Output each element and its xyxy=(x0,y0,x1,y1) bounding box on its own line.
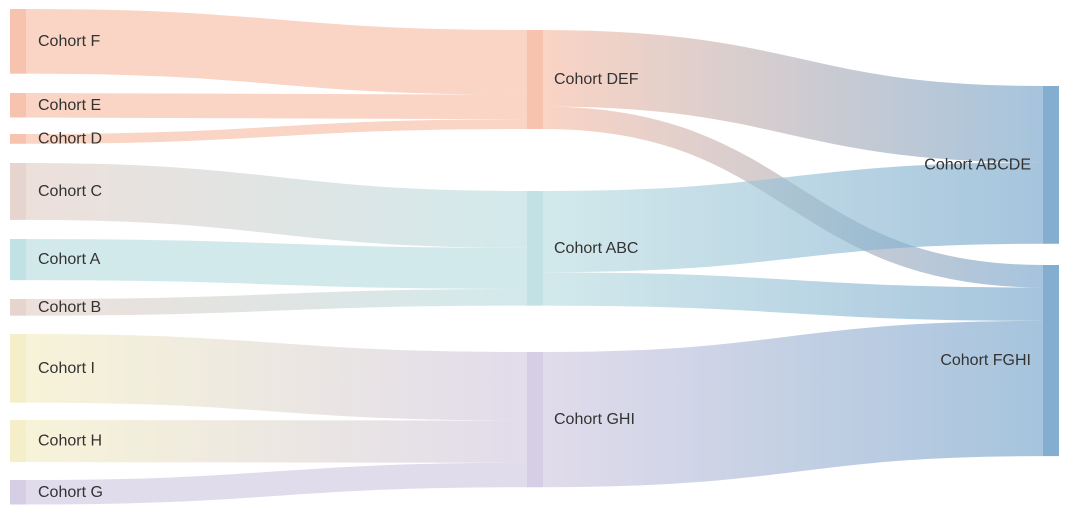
node-label-b: Cohort B xyxy=(38,299,101,316)
node-b[interactable] xyxy=(10,299,26,316)
link-def-to-abcde[interactable] xyxy=(542,30,1044,163)
node-abc[interactable] xyxy=(527,191,543,306)
node-fghi[interactable] xyxy=(1043,265,1059,457)
node-h[interactable] xyxy=(10,420,26,463)
node-label-d: Cohort D xyxy=(38,130,102,147)
link-ghi-to-fghi[interactable] xyxy=(542,320,1044,488)
node-label-c: Cohort C xyxy=(38,183,102,200)
link-d-to-def[interactable] xyxy=(25,119,528,144)
node-label-i: Cohort I xyxy=(38,360,95,377)
node-a[interactable] xyxy=(10,239,26,281)
node-label-abcde: Cohort ABCDE xyxy=(924,156,1031,173)
labels-layer: Cohort F Cohort E Cohort D Cohort C Cohort A… xyxy=(38,33,1031,501)
node-label-abc: Cohort ABC xyxy=(554,240,638,257)
node-label-h: Cohort H xyxy=(38,433,102,450)
link-i-to-ghi[interactable] xyxy=(25,334,528,421)
link-h-to-ghi[interactable] xyxy=(25,420,528,463)
node-i[interactable] xyxy=(10,334,26,403)
node-label-def: Cohort DEF xyxy=(554,71,639,88)
link-f-to-def[interactable] xyxy=(25,9,528,95)
node-def[interactable] xyxy=(527,30,543,129)
node-c[interactable] xyxy=(10,163,26,220)
link-abc-to-abcde[interactable] xyxy=(542,162,1044,273)
node-d[interactable] xyxy=(10,134,26,144)
node-e[interactable] xyxy=(10,93,26,118)
links-layer xyxy=(25,9,1044,505)
link-g-to-ghi[interactable] xyxy=(25,462,528,505)
link-c-to-abc[interactable] xyxy=(25,163,528,248)
link-abc-to-fghi[interactable] xyxy=(542,272,1044,321)
node-f[interactable] xyxy=(10,9,26,74)
node-label-a: Cohort A xyxy=(38,251,101,268)
node-label-f: Cohort F xyxy=(38,33,100,50)
node-label-ghi: Cohort GHI xyxy=(554,411,635,428)
node-g[interactable] xyxy=(10,480,26,505)
nodes-layer xyxy=(10,9,1059,505)
link-b-to-abc[interactable] xyxy=(25,289,528,316)
node-label-e: Cohort E xyxy=(38,97,101,114)
link-e-to-def[interactable] xyxy=(25,93,528,120)
link-a-to-abc[interactable] xyxy=(25,239,528,289)
node-abcde[interactable] xyxy=(1043,86,1059,244)
node-ghi[interactable] xyxy=(527,352,543,488)
node-label-fghi: Cohort FGHI xyxy=(940,352,1031,369)
node-label-g: Cohort G xyxy=(38,484,103,501)
